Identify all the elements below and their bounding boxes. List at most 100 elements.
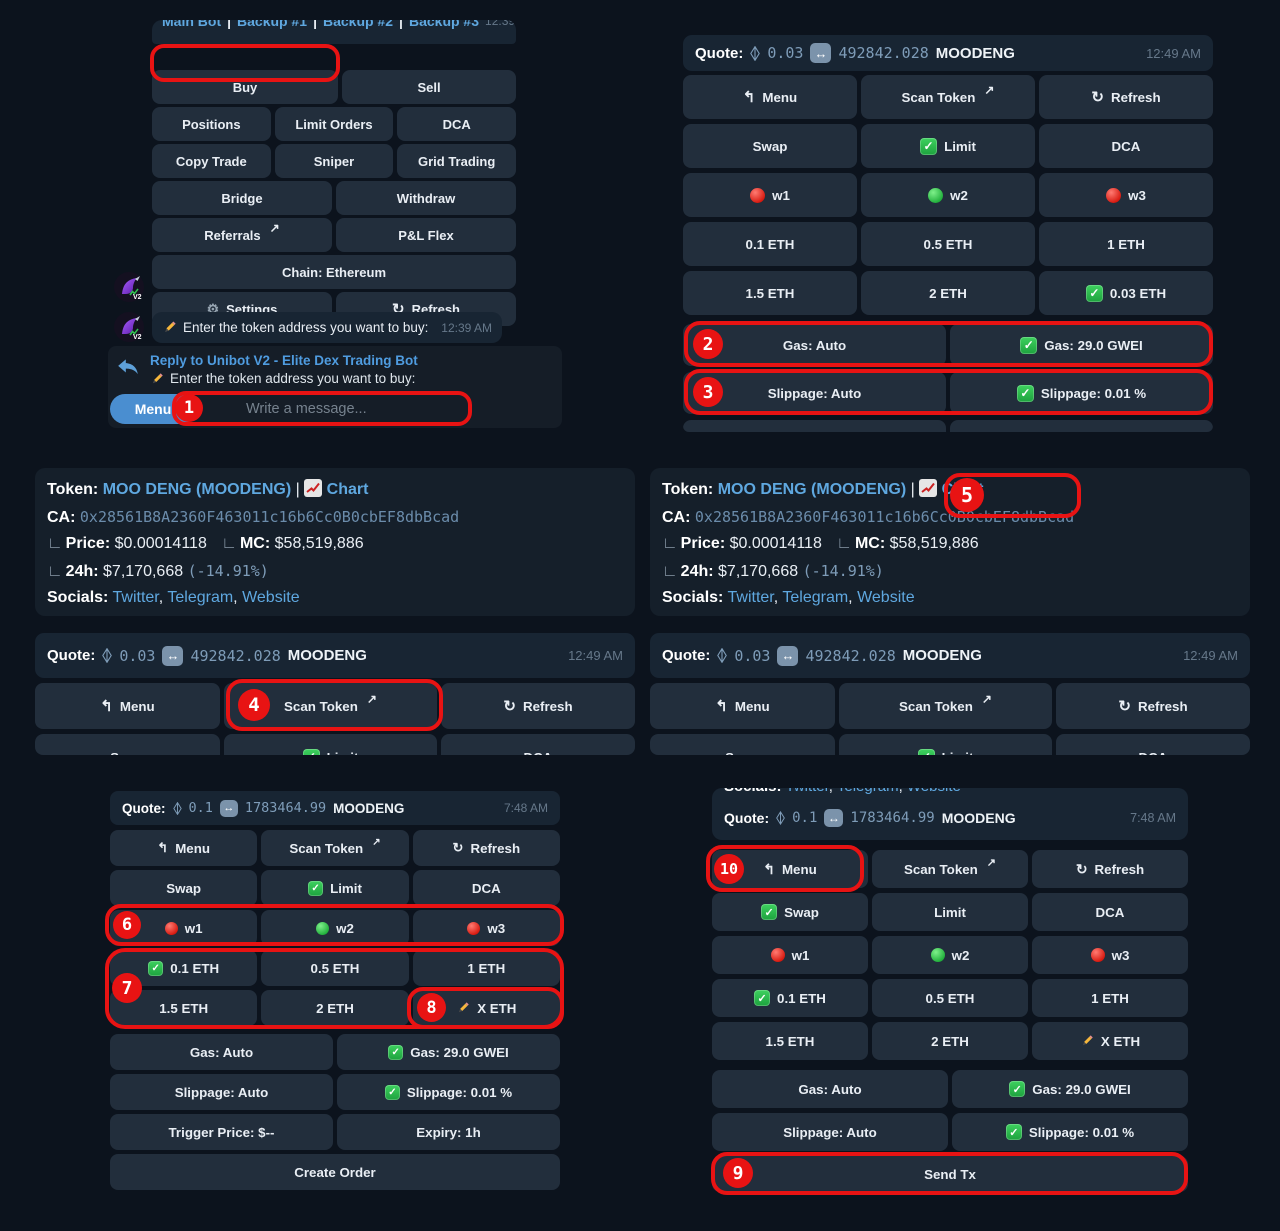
chart-link[interactable]: Chart: [326, 481, 369, 498]
amount-1-5-eth-button[interactable]: 1.5 ETH: [712, 1022, 868, 1060]
slippage-auto-button[interactable]: Slippage: Auto: [683, 372, 946, 414]
gas-auto-button[interactable]: Gas: Auto: [712, 1070, 948, 1108]
wallet-2-button[interactable]: w2: [861, 173, 1035, 217]
refresh-button[interactable]: ↻ Refresh: [412, 830, 560, 866]
positions-button[interactable]: Positions: [152, 107, 271, 141]
scan-token-button[interactable]: Scan Token ↗: [872, 850, 1028, 888]
gas-value-button[interactable]: ✓ Gas: 29.0 GWEI: [952, 1070, 1188, 1108]
gas-auto-button[interactable]: Gas: Auto: [683, 324, 946, 366]
website-link[interactable]: Website: [857, 589, 915, 606]
limit-tab-button[interactable]: ✓Limit: [861, 124, 1035, 168]
amount-1-eth-button[interactable]: 1 ETH: [412, 950, 560, 986]
dca-tab-button[interactable]: DCA: [1032, 893, 1188, 931]
menu-button[interactable]: ↰ Menu: [110, 830, 258, 866]
website-link[interactable]: Website: [907, 788, 961, 795]
telegram-link[interactable]: Telegram: [837, 788, 899, 795]
send-tx-button[interactable]: Send Tx: [712, 1156, 1188, 1192]
chain-button[interactable]: Chain: Ethereum: [152, 255, 516, 289]
dca-button[interactable]: DCA: [397, 107, 516, 141]
swap-tab-button[interactable]: Swap: [110, 870, 258, 906]
wallet-2-button[interactable]: w2: [261, 910, 409, 946]
clipped-button[interactable]: [950, 420, 1213, 432]
clipped-button[interactable]: [683, 420, 946, 432]
tab-main-bot[interactable]: Main Bot: [162, 20, 222, 29]
buy-button[interactable]: Buy: [152, 70, 338, 104]
referrals-button[interactable]: Referrals ↗: [152, 218, 332, 252]
slippage-auto-button[interactable]: Slippage: Auto: [110, 1074, 333, 1110]
refresh-button[interactable]: ↻ Refresh: [1032, 850, 1188, 888]
token-name-link[interactable]: MOO DENG (MOODENG): [717, 481, 907, 498]
dca-tab-button[interactable]: DCA: [1039, 124, 1213, 168]
refresh-button[interactable]: ↻ Refresh: [441, 683, 635, 729]
trigger-price-button[interactable]: Trigger Price: $--: [110, 1114, 333, 1150]
wallet-3-button[interactable]: w3: [1032, 936, 1188, 974]
withdraw-button[interactable]: Withdraw: [336, 181, 516, 215]
menu-button[interactable]: ↰ Menu: [683, 75, 857, 119]
telegram-link[interactable]: Telegram: [167, 589, 234, 606]
amount-1-5-eth-button[interactable]: 1.5 ETH: [683, 271, 857, 315]
refresh-button[interactable]: ↻ Refresh: [1039, 75, 1213, 119]
bot-avatar[interactable]: V2: [114, 272, 144, 302]
slippage-auto-button[interactable]: Slippage: Auto: [712, 1113, 948, 1151]
scan-token-button[interactable]: Scan Token ↗: [861, 75, 1035, 119]
tab-backup-3[interactable]: Backup #3: [408, 20, 480, 29]
tab-backup-1[interactable]: Backup #1: [237, 20, 308, 29]
twitter-link[interactable]: Twitter: [785, 788, 828, 795]
scan-token-button[interactable]: Scan Token ↗: [261, 830, 409, 866]
amount-0-5-eth-button[interactable]: 0.5 ETH: [872, 979, 1028, 1017]
slippage-value-button[interactable]: ✓ Slippage: 0.01 %: [337, 1074, 560, 1110]
swap-tab-button[interactable]: Swap: [650, 734, 835, 755]
amount-0-5-eth-button[interactable]: 0.5 ETH: [861, 222, 1035, 266]
limit-tab-button[interactable]: Limit: [872, 893, 1028, 931]
dca-tab-button[interactable]: DCA: [1056, 734, 1250, 755]
contract-address-link[interactable]: 0x28561B8A2360F463011c16b6Cc0B0cbEF8dbBc…: [79, 507, 460, 526]
amount-2-eth-button[interactable]: 2 ETH: [861, 271, 1035, 315]
amount-0-5-eth-button[interactable]: 0.5 ETH: [261, 950, 409, 986]
amount-custom-eth-button[interactable]: X ETH: [1032, 1022, 1188, 1060]
expiry-button[interactable]: Expiry: 1h: [337, 1114, 560, 1150]
amount-2-eth-button[interactable]: 2 ETH: [261, 990, 409, 1026]
amount-0-1-eth-button[interactable]: 0.1 ETH: [683, 222, 857, 266]
telegram-link[interactable]: Telegram: [782, 589, 849, 606]
contract-address-link[interactable]: 0x28561B8A2360F463011c16b6Cc0B0cbEF8dbBc…: [694, 507, 1075, 526]
amount-1-eth-button[interactable]: 1 ETH: [1032, 979, 1188, 1017]
amount-custom-eth-button[interactable]: ✓ 0.03 ETH: [1039, 271, 1213, 315]
tab-backup-2[interactable]: Backup #2: [323, 20, 394, 29]
website-link[interactable]: Website: [242, 589, 300, 606]
limit-tab-button[interactable]: ✓Limit: [261, 870, 409, 906]
gas-value-button[interactable]: ✓ Gas: 29.0 GWEI: [950, 324, 1213, 366]
limit-tab-button[interactable]: ✓Limit: [224, 734, 437, 755]
copy-trade-button[interactable]: Copy Trade: [152, 144, 271, 178]
dca-tab-button[interactable]: DCA: [441, 734, 635, 755]
sniper-button[interactable]: Sniper: [274, 144, 394, 178]
dca-tab-button[interactable]: DCA: [412, 870, 560, 906]
menu-button[interactable]: ↰ Menu: [650, 683, 835, 729]
amount-2-eth-button[interactable]: 2 ETH: [872, 1022, 1028, 1060]
wallet-3-button[interactable]: w3: [412, 910, 560, 946]
wallet-1-button[interactable]: w1: [712, 936, 868, 974]
amount-1-eth-button[interactable]: 1 ETH: [1039, 222, 1213, 266]
token-name-link[interactable]: MOO DENG (MOODENG): [102, 481, 292, 498]
swap-tab-button[interactable]: Swap: [35, 734, 220, 755]
twitter-link[interactable]: Twitter: [727, 589, 774, 606]
scan-token-button[interactable]: Scan Token ↗: [839, 683, 1052, 729]
menu-button[interactable]: ↰ Menu: [35, 683, 220, 729]
limit-tab-button[interactable]: ✓Limit: [839, 734, 1052, 755]
amount-0-1-eth-button[interactable]: ✓ 0.1 ETH: [110, 950, 258, 986]
amount-0-1-eth-button[interactable]: ✓ 0.1 ETH: [712, 979, 868, 1017]
bridge-button[interactable]: Bridge: [152, 181, 332, 215]
message-input[interactable]: Write a message...: [246, 400, 367, 418]
twitter-link[interactable]: Twitter: [112, 589, 159, 606]
limit-orders-button[interactable]: Limit Orders: [274, 107, 394, 141]
swap-tab-button[interactable]: Swap: [683, 124, 857, 168]
wallet-2-button[interactable]: w2: [872, 936, 1028, 974]
swap-tab-button[interactable]: ✓ Swap: [712, 893, 868, 931]
grid-trading-button[interactable]: Grid Trading: [397, 144, 516, 178]
pnl-flex-button[interactable]: P&L Flex: [336, 218, 516, 252]
bot-avatar[interactable]: V2: [114, 312, 144, 342]
gas-auto-button[interactable]: Gas: Auto: [110, 1034, 333, 1070]
create-order-button[interactable]: Create Order: [110, 1154, 560, 1190]
slippage-value-button[interactable]: ✓ Slippage: 0.01 %: [950, 372, 1213, 414]
sell-button[interactable]: Sell: [342, 70, 516, 104]
slippage-value-button[interactable]: ✓ Slippage: 0.01 %: [952, 1113, 1188, 1151]
